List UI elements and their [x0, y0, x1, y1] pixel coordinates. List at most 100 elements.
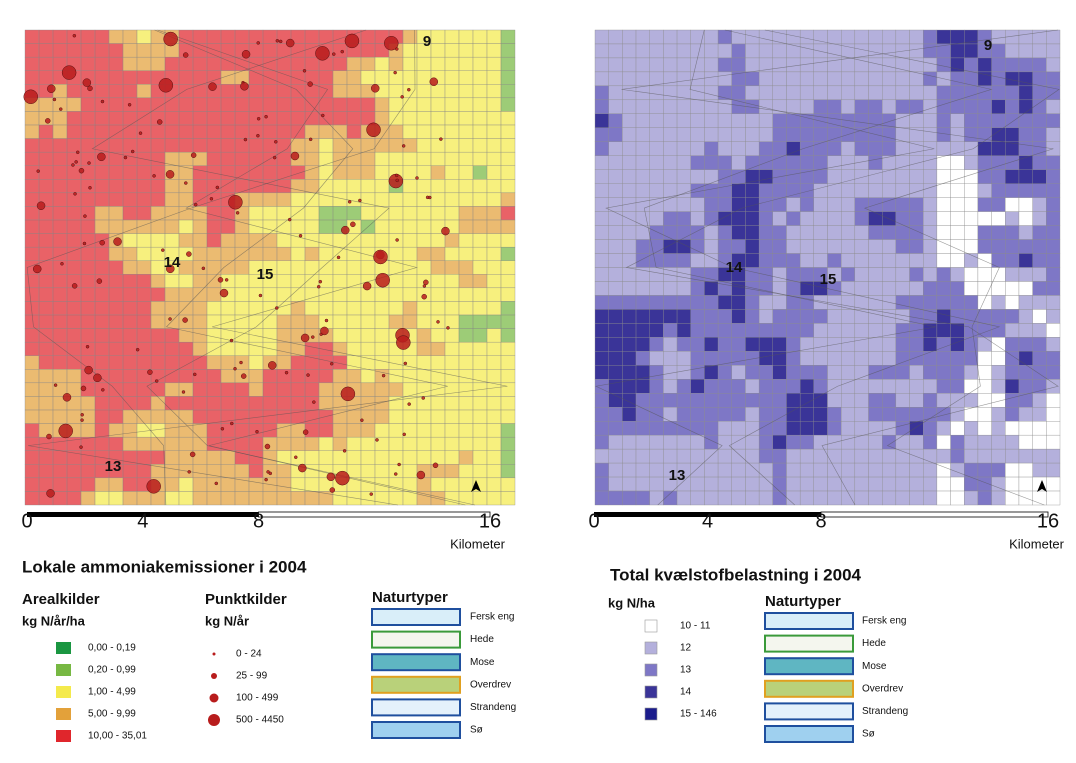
point-source	[76, 151, 79, 154]
map-cell	[263, 369, 277, 383]
map-cell	[123, 491, 137, 505]
map-cell	[151, 125, 165, 139]
map-cell	[179, 342, 193, 356]
point-source	[268, 361, 276, 369]
map-cell	[992, 226, 1006, 240]
map-cell	[235, 125, 249, 139]
legend-label: 12	[680, 643, 692, 654]
map-cell	[123, 383, 137, 397]
map-cell	[937, 30, 951, 44]
map-cell	[249, 166, 263, 180]
map-cell	[431, 342, 445, 356]
map-cell	[978, 212, 992, 226]
map-cell	[663, 295, 677, 309]
point-source	[218, 277, 223, 282]
map-cell	[361, 424, 375, 438]
map-cell	[1019, 323, 1033, 337]
map-cell	[786, 72, 800, 86]
map-cell	[910, 240, 924, 254]
map-cell	[81, 464, 95, 478]
map-cell	[800, 421, 814, 435]
map-cell	[650, 337, 664, 351]
map-cell	[759, 393, 773, 407]
map-label: 13	[105, 458, 122, 475]
map-cell	[609, 156, 623, 170]
map-cell	[221, 111, 235, 125]
point-source	[93, 374, 101, 382]
map-cell	[923, 86, 937, 100]
map-cell	[800, 226, 814, 240]
map-cell	[1005, 254, 1019, 268]
legend-swatch	[765, 613, 853, 629]
map-cell	[814, 421, 828, 435]
map-cell	[896, 254, 910, 268]
map-cell	[235, 301, 249, 315]
map-cell	[221, 356, 235, 370]
map-cell	[501, 84, 515, 98]
map-cell	[501, 451, 515, 465]
map-cell	[487, 125, 501, 139]
map-cell	[431, 139, 445, 153]
map-cell	[417, 437, 431, 451]
map-cell	[937, 268, 951, 282]
map-cell	[109, 71, 123, 85]
map-cell	[978, 295, 992, 309]
map-cell	[718, 365, 732, 379]
map-cell	[691, 268, 705, 282]
map-cell	[459, 437, 473, 451]
map-cell	[487, 44, 501, 58]
map-cell	[347, 57, 361, 71]
map-cell	[923, 295, 937, 309]
map-cell	[319, 139, 333, 153]
map-cell	[622, 44, 636, 58]
map-cell	[1033, 58, 1047, 72]
map-cell	[263, 57, 277, 71]
map-cell	[151, 396, 165, 410]
map-cell	[67, 288, 81, 302]
point-source	[279, 40, 282, 43]
map-cell	[923, 198, 937, 212]
map-cell	[459, 98, 473, 112]
map-cell	[814, 407, 828, 421]
map-cell	[95, 342, 109, 356]
map-cell	[622, 128, 636, 142]
map-cell	[814, 365, 828, 379]
point-source	[220, 289, 228, 297]
map-cell	[841, 268, 855, 282]
map-cell	[704, 170, 718, 184]
map-cell	[650, 463, 664, 477]
map-cell	[235, 152, 249, 166]
point-source	[358, 199, 361, 202]
map-cell	[95, 206, 109, 220]
map-cell	[841, 421, 855, 435]
map-cell	[347, 301, 361, 315]
map-cell	[650, 128, 664, 142]
map-cell	[459, 383, 473, 397]
map-cell	[375, 383, 389, 397]
map-cell	[882, 58, 896, 72]
map-cell	[53, 274, 67, 288]
map-cell	[487, 369, 501, 383]
map-cell	[501, 179, 515, 193]
map-cell	[650, 142, 664, 156]
map-cell	[691, 379, 705, 393]
point-source	[373, 250, 387, 264]
map-cell	[501, 315, 515, 329]
map-cell	[305, 315, 319, 329]
map-cell	[745, 226, 759, 240]
map-cell	[39, 301, 53, 315]
map-cell	[151, 342, 165, 356]
map-cell	[347, 234, 361, 248]
map-cell	[759, 309, 773, 323]
map-cell	[501, 301, 515, 315]
map-cell	[869, 254, 883, 268]
map-cell	[923, 30, 937, 44]
map-cell	[39, 410, 53, 424]
map-cell	[81, 274, 95, 288]
map-cell	[445, 342, 459, 356]
map-cell	[473, 98, 487, 112]
map-cell	[869, 184, 883, 198]
legend-dot	[210, 694, 219, 703]
map-cell	[417, 179, 431, 193]
map-cell	[704, 379, 718, 393]
